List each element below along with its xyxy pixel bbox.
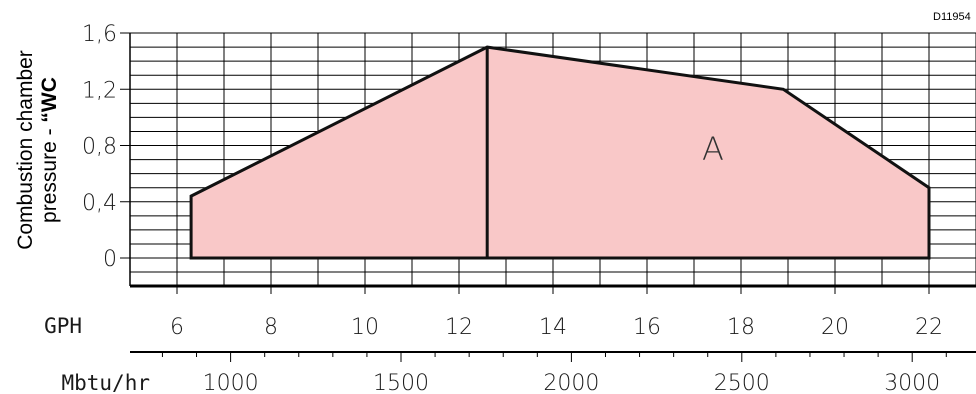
secondary-x-tick-label: 1000 — [203, 371, 259, 394]
y-axis-label: Combustion chamber pressure - “WC — [14, 50, 61, 250]
x-axis-label-mbtu: Mbtu/hr — [61, 371, 150, 394]
y-tick-labels: 0 0,4 0,8 1,2 1,6 — [82, 22, 130, 272]
y-tick-label: 1,2 — [82, 78, 117, 103]
region-label: A — [702, 130, 724, 168]
y-tick-label: 0 — [103, 247, 117, 272]
x-tick-label: 10 — [351, 315, 379, 340]
secondary-x-tick-labels: 1000 1500 2000 2500 3000 — [130, 351, 976, 394]
y-axis-label-line1: Combustion chamber — [14, 50, 37, 250]
y-axis-label-line2: pressure - “WC — [38, 77, 61, 223]
y-tick-label: 1,6 — [82, 22, 117, 47]
x-tick-label: 14 — [539, 315, 567, 340]
y-tick-label: 0,4 — [82, 191, 117, 216]
x-tick-label: 22 — [915, 315, 943, 340]
secondary-x-tick-label: 1500 — [373, 371, 429, 394]
y-tick-label: 0,8 — [82, 135, 117, 160]
secondary-x-tick-label: 2000 — [543, 371, 599, 394]
x-tick-label: 18 — [727, 315, 755, 340]
x-axis-label-gph: GPH — [44, 314, 82, 338]
figure-code: D11954 — [933, 11, 971, 23]
region-label-background — [691, 124, 735, 170]
x-tick-label: 16 — [633, 315, 661, 340]
secondary-x-tick-label: 3000 — [884, 371, 940, 394]
x-tick-label: 6 — [170, 315, 184, 340]
operating-range-area — [189, 45, 931, 260]
secondary-x-tick-label: 2500 — [714, 371, 770, 394]
x-tick-label: 20 — [821, 315, 849, 340]
x-tick-label: 8 — [264, 315, 278, 340]
x-tick-labels: 6 8 10 12 14 16 18 20 22 — [170, 286, 943, 340]
x-tick-label: 12 — [445, 315, 473, 340]
